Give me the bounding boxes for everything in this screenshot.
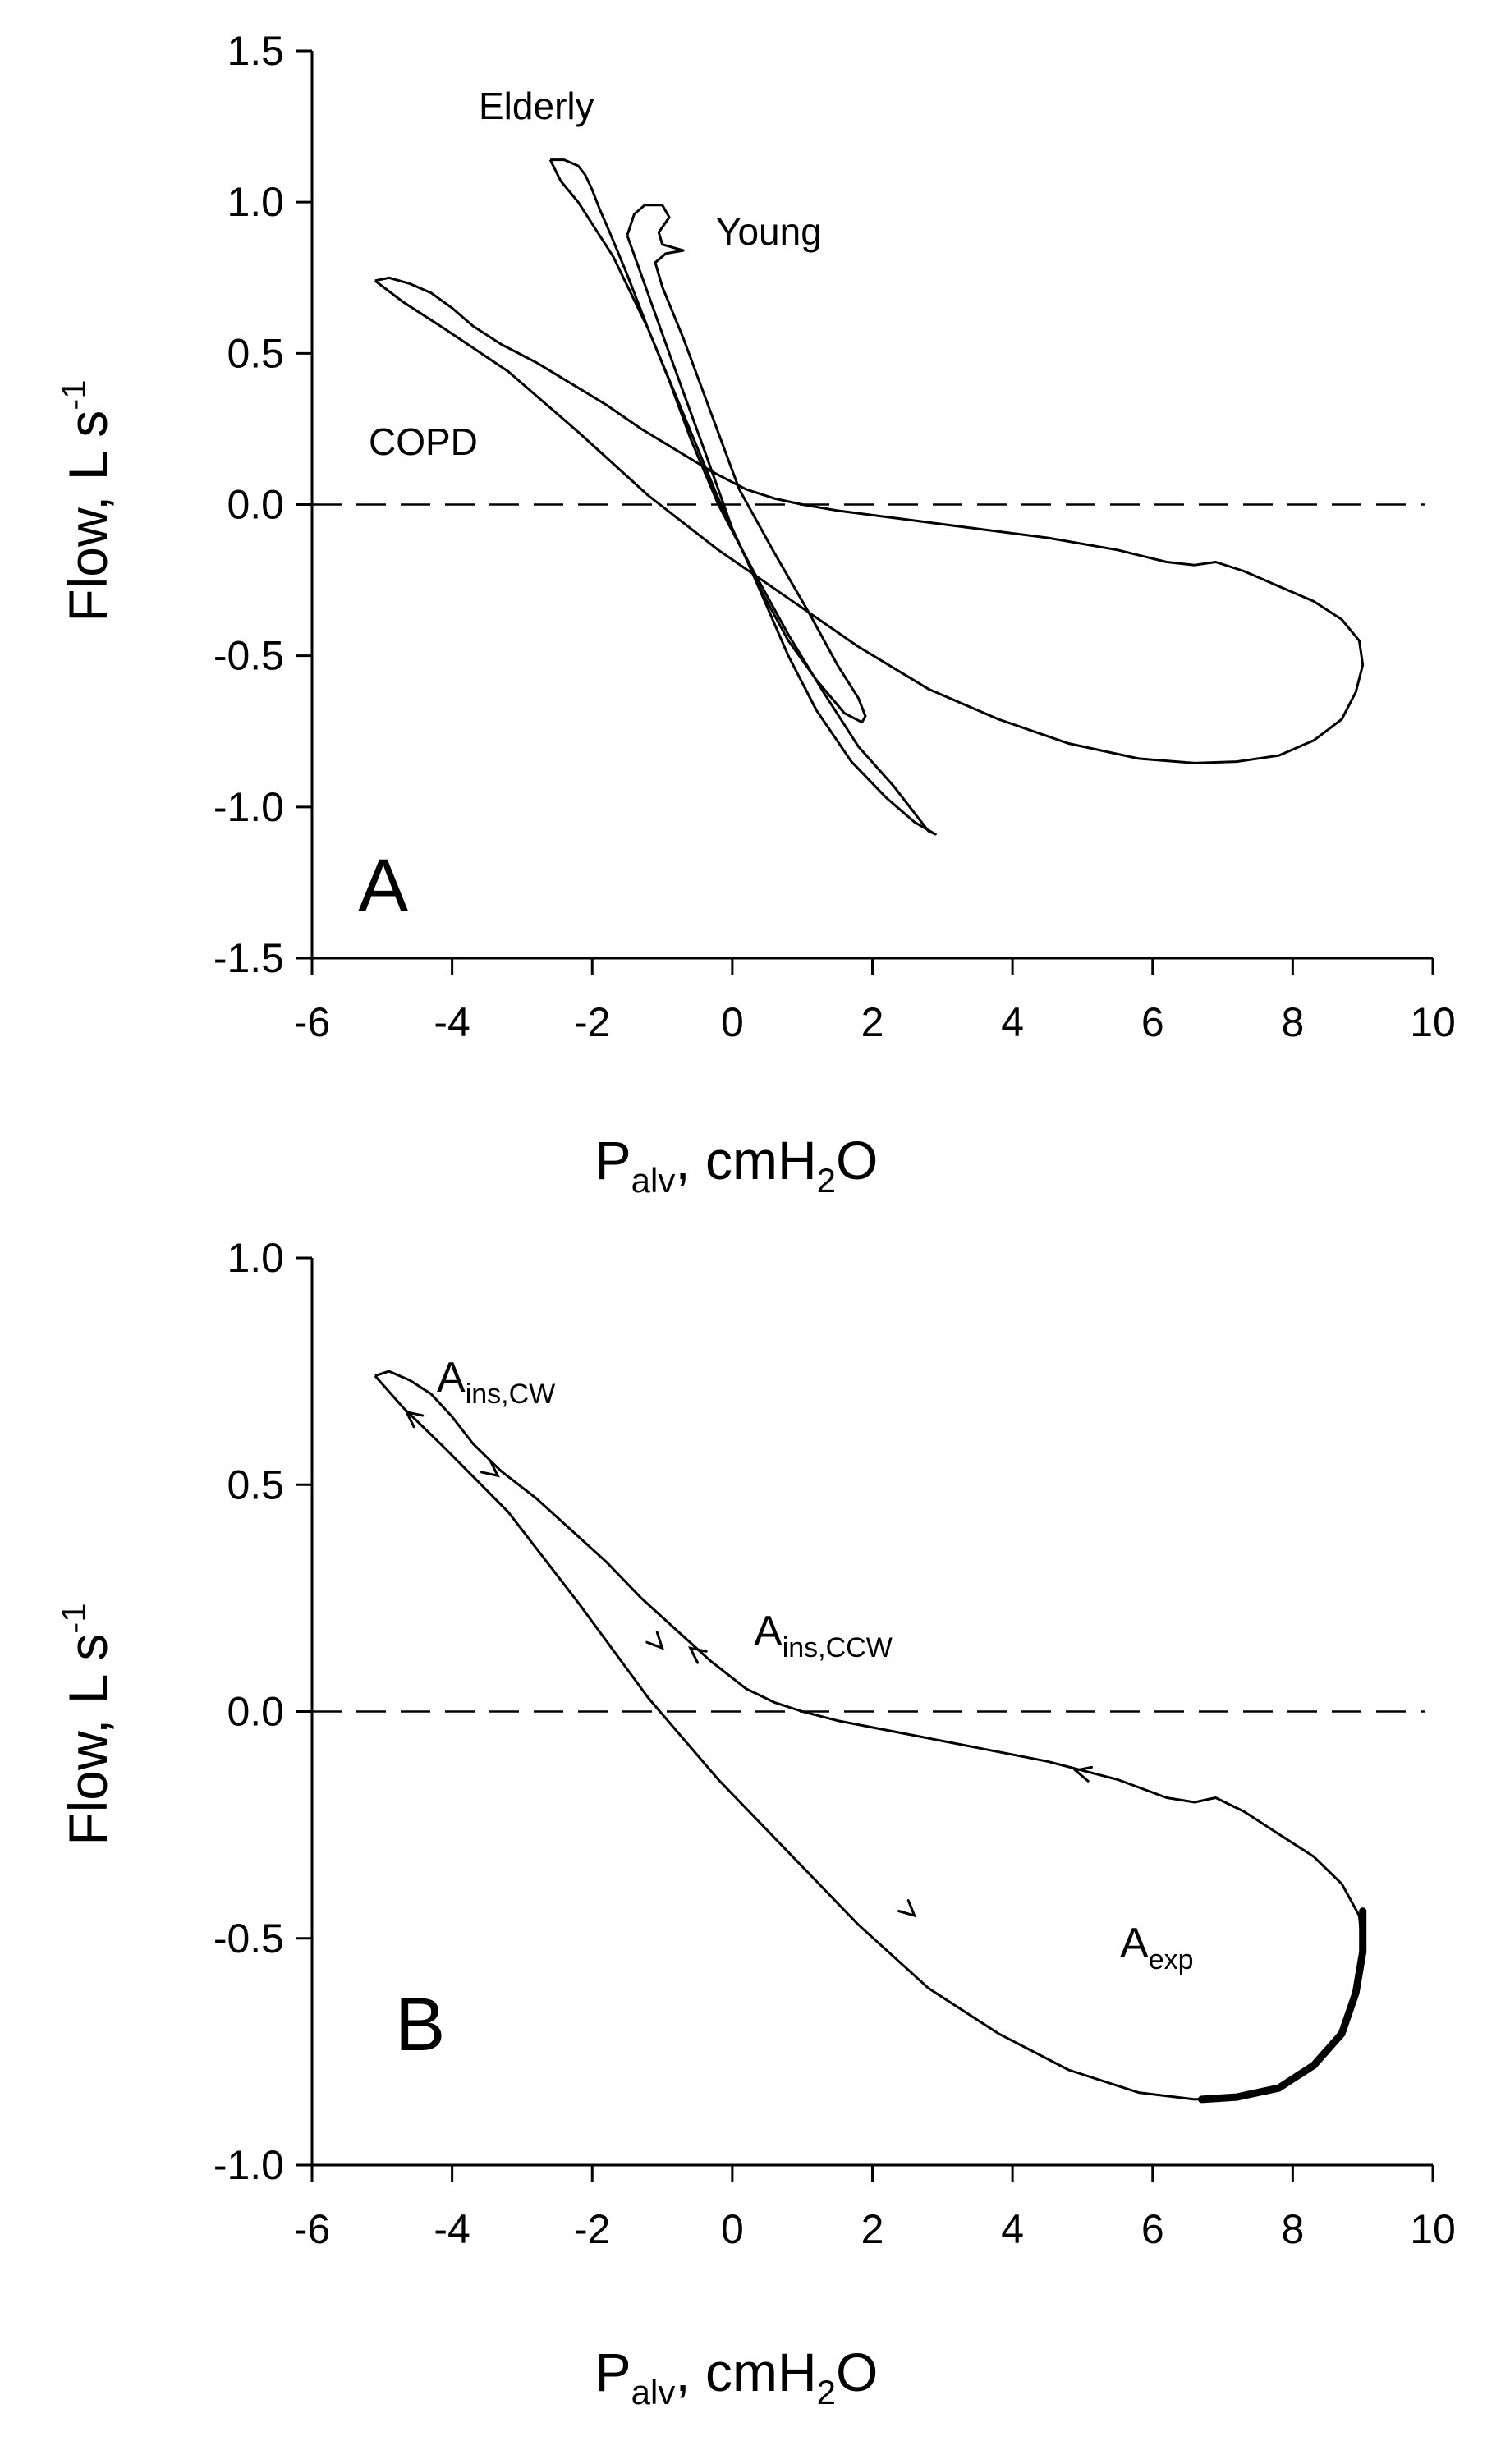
panel-b-letter: B (395, 1983, 445, 2067)
panel-a-x-axis-title: Palv, cmH2O (595, 1130, 879, 1200)
panel-a-x-tick-label: 6 (1141, 999, 1164, 1045)
panel-a-series-young (626, 204, 867, 724)
panel-b-direction-arrow (897, 1899, 917, 1918)
panel-b-chart: -1.0-0.50.00.51.0 -6 -4 -2 0 2 4 6 8 10 Ains,CW … (54, 1235, 1456, 2411)
panel-b-x-tick-label: 6 (1141, 2206, 1164, 2252)
panel-b-y-tick-label: 0.0 (227, 1689, 284, 1735)
panel-a-label-elderly: Elderly (479, 85, 594, 127)
panel-b-label-a-exp: Aexp (1120, 1920, 1194, 1975)
panel-a-x-tick-label: 4 (1001, 999, 1024, 1045)
panel-a-y-tick-label: 1.0 (227, 179, 284, 225)
panel-b-y-axis-title: Flow, L s-1 (54, 1603, 118, 1845)
panel-a-y-tick-label: -0.5 (213, 633, 284, 679)
panel-b-highlight-segment (1198, 1907, 1367, 2104)
panel-a-series-elderly (548, 158, 937, 836)
panel-a-series-copd (374, 276, 1365, 764)
panel-a-label-young: Young (716, 210, 822, 253)
panel-a-x-tick-label: 8 (1281, 999, 1304, 1045)
panel-b-direction-arrow (1072, 1765, 1093, 1783)
panel-b-x-tick-label: 8 (1281, 2206, 1304, 2252)
panel-a-x-tick-label: 2 (861, 999, 884, 1045)
panel-b-x-tick-label: -2 (574, 2206, 610, 2252)
panel-a-x-tick-label: -6 (294, 999, 330, 1045)
panel-b-x-tick-label: 2 (861, 2206, 884, 2252)
panel-b-direction-arrow (687, 1646, 708, 1664)
panel-b-y-tick-label: 0.5 (227, 1461, 284, 1507)
panel-b-x-tick-label: 0 (721, 2206, 744, 2252)
panel-a-x-tick-label: -4 (434, 999, 470, 1045)
panel-b-y-tick-label: -0.5 (213, 1916, 284, 1962)
panel-b-x-axis-title: Palv, cmH2O (595, 2342, 879, 2411)
panel-a-y-tick-label: 0.5 (227, 330, 284, 376)
panel-b-x-tick-label: 10 (1410, 2206, 1456, 2252)
panel-a-x-tick-label: 0 (721, 999, 744, 1045)
panel-b-x-tick-label: 4 (1001, 2206, 1024, 2252)
panel-a-label-copd: COPD (369, 420, 478, 463)
panel-b-y-tick-label: -1.0 (213, 2142, 284, 2188)
panel-a-letter: A (358, 844, 409, 928)
panel-b-direction-arrow (645, 1631, 665, 1650)
panel-a-y-tick-label: -1.5 (213, 935, 284, 981)
panel-a-x-tick-label: 10 (1410, 999, 1456, 1045)
panel-a-chart: -1.5 -1.0 -0.5 0.0 0.5 1.0 1.5 -6 -4 -2 0 2 4 6 8 10 E… (54, 28, 1456, 1200)
panel-b-direction-arrow (480, 1459, 500, 1478)
panel-b-label-a-ins-ccw: Ains,CCW (754, 1608, 893, 1663)
panel-b-y-tick-label: 1.0 (227, 1235, 284, 1281)
panel-b-x-tick-label: -4 (434, 2206, 470, 2252)
panel-a-y-axis-title: Flow, L s-1 (54, 379, 118, 622)
panel-b-label-a-ins-cw: Ains,CW (437, 1354, 555, 1410)
panel-b-series-copd-loop (374, 1370, 1365, 2101)
panel-a-y-tick-label: 1.5 (227, 28, 284, 74)
panel-a-y-tick-label: -1.0 (213, 784, 284, 830)
panel-b-direction-arrow (404, 1410, 425, 1429)
panel-b-x-tick-label: -6 (294, 2206, 330, 2252)
panel-a-x-tick-label: -2 (574, 999, 610, 1045)
panel-a-y-tick-label: 0.0 (227, 482, 284, 528)
